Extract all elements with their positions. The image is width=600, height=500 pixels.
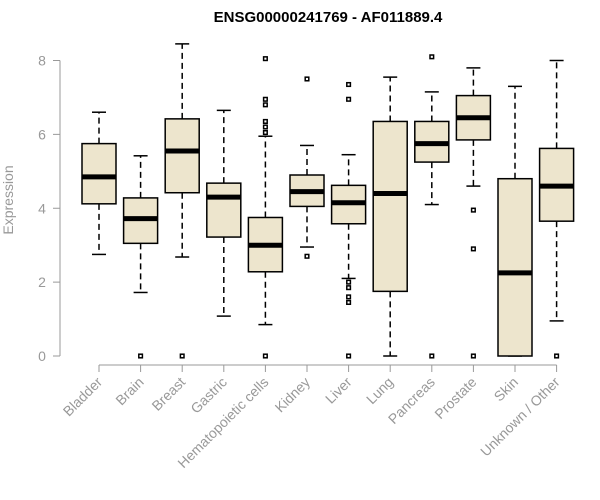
box-group [206, 109, 242, 317]
box-group [81, 111, 117, 256]
outlier-point [429, 353, 435, 359]
y-tick-label: 4 [38, 200, 46, 216]
outlier-point [262, 129, 268, 136]
x-tick-label: Bladder [60, 374, 106, 420]
outlier-point [470, 207, 476, 213]
iqr-box [497, 177, 533, 357]
x-tick-label: Breast [148, 374, 188, 414]
boxes [81, 43, 575, 359]
outlier-point [262, 118, 268, 124]
outlier-point [346, 279, 352, 285]
y-tick-label: 2 [38, 274, 46, 290]
outlier-point [138, 353, 144, 359]
box-group [164, 43, 200, 359]
box-group [414, 54, 450, 359]
outlier-point [470, 246, 476, 252]
outlier-point [262, 56, 268, 62]
outlier-point [304, 253, 310, 259]
y-axis-label: Expression [0, 165, 16, 234]
box-group [372, 76, 408, 357]
chart-title: ENSG00000241769 - AF011889.4 [214, 9, 443, 26]
outlier-point [179, 353, 185, 359]
outlier-point [304, 76, 310, 82]
outlier-point [346, 81, 352, 88]
x-tick-label: Skin [491, 374, 522, 405]
y-tick-label: 0 [38, 348, 46, 364]
iqr-box [206, 182, 242, 238]
outlier-point [429, 54, 435, 60]
box-group [330, 81, 367, 359]
outlier-point [346, 299, 352, 305]
y-tick-label: 8 [38, 53, 46, 69]
outlier-point [346, 285, 352, 291]
x-tick-label: Kidney [272, 374, 314, 416]
iqr-box [164, 118, 200, 194]
outlier-point [346, 96, 352, 102]
outlier-point [262, 353, 268, 359]
outlier-point [346, 353, 352, 359]
x-tick-label: Brain [112, 374, 146, 408]
x-tick-label: Prostate [431, 374, 479, 422]
outlier-point [346, 294, 352, 300]
x-tick-label: Liver [322, 374, 355, 407]
outlier-point [262, 96, 268, 102]
outlier-point [262, 124, 268, 130]
iqr-box [372, 120, 408, 293]
outlier-point [262, 102, 268, 108]
y-axis: 0 2 4 6 8 [38, 53, 61, 364]
outlier-point [470, 353, 476, 359]
iqr-box [81, 142, 117, 205]
x-tick-label: Lung [363, 374, 396, 407]
box-group [122, 155, 159, 359]
box-group [538, 59, 575, 359]
box-group [247, 56, 284, 359]
box-group [497, 85, 533, 357]
x-tick-label: Unknown / Other [477, 374, 563, 460]
box-group [289, 76, 325, 259]
y-tick-label: 6 [38, 126, 46, 142]
outlier-point [554, 353, 560, 359]
box-group [455, 67, 492, 359]
